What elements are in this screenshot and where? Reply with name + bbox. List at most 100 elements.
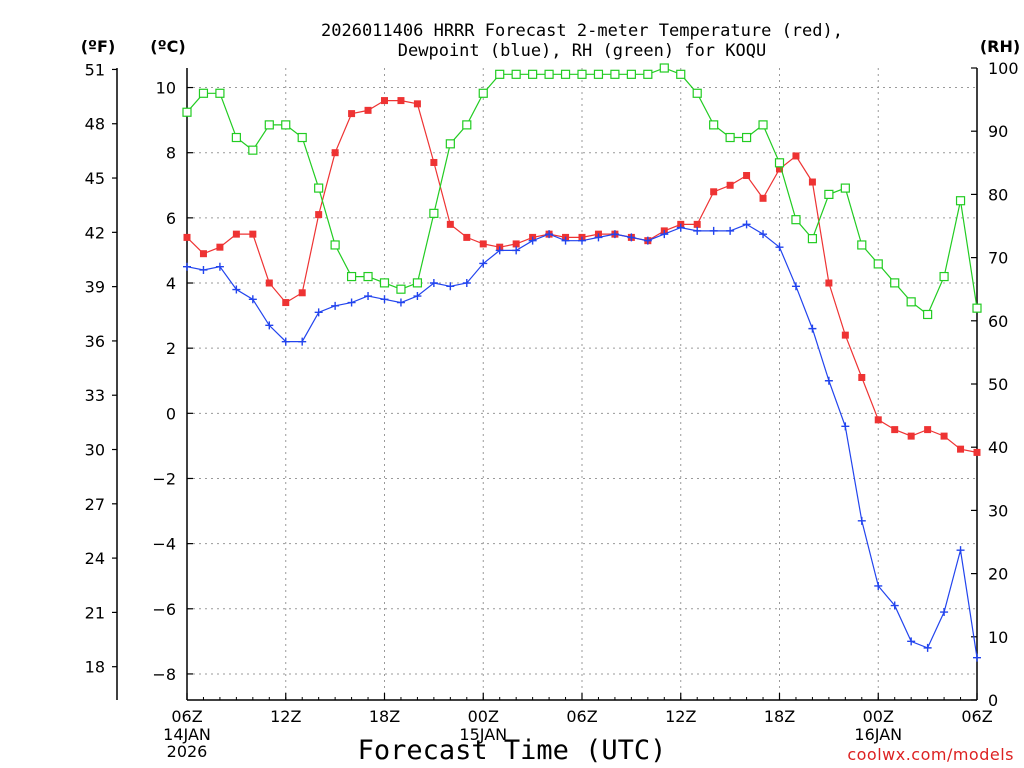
rh-tick-label: 10 (988, 628, 1008, 647)
dewpoint-point (495, 246, 504, 255)
temperature-point (874, 416, 882, 424)
celsius-tick-label: −6 (152, 600, 176, 619)
temperature-point (940, 432, 948, 440)
temperature-point (726, 181, 734, 189)
temperature-point (232, 230, 240, 238)
fahrenheit-tick-label: 39 (85, 278, 105, 297)
data-series (182, 63, 982, 662)
dewpoint-point (841, 422, 850, 431)
temperature-point (841, 331, 849, 339)
temperature-point (282, 299, 290, 307)
rh-point (379, 278, 390, 288)
temperature-point (743, 172, 751, 180)
x-date-label: 15JAN (459, 725, 507, 744)
temperature-point (364, 106, 372, 114)
dewpoint-point (429, 279, 438, 288)
rh-point (857, 240, 867, 250)
temperature-point (808, 178, 816, 186)
dewpoint-point (676, 223, 685, 232)
rh-point (215, 88, 225, 98)
fahrenheit-tick-label: 21 (85, 603, 105, 622)
rh-point (396, 284, 406, 294)
rh-point (923, 309, 933, 320)
temperature-point (183, 233, 191, 241)
rh-point (314, 183, 324, 193)
dewpoint-point (265, 321, 274, 330)
dewpoint-point (199, 265, 208, 274)
rh-point (445, 139, 455, 149)
celsius-tick-label: 10 (156, 79, 176, 98)
rh-point (906, 297, 916, 307)
dewpoint-point (512, 246, 521, 255)
celsius-tick-label: 6 (166, 209, 176, 228)
dewpoint-point (808, 324, 817, 333)
dewpoint-point (578, 236, 586, 245)
fahrenheit-tick-label: 24 (85, 549, 105, 568)
temperature-point (463, 233, 471, 241)
x-tick-label: 12Z (665, 707, 696, 726)
fahrenheit-tick-label: 48 (85, 115, 105, 134)
x-axis-title: Forecast Time (UTC) (358, 735, 667, 766)
x-date-label: 14JAN (163, 725, 211, 744)
celsius-tick-label: −8 (152, 665, 176, 684)
dewpoint-point (824, 376, 833, 385)
celsius-tick-label: 4 (166, 274, 176, 293)
rh-point (873, 259, 883, 269)
temperature-point (479, 240, 487, 248)
temperature-point (348, 110, 356, 118)
rh-point (363, 271, 373, 282)
rh-point (248, 145, 258, 155)
rh-tick-label: 70 (988, 249, 1008, 268)
temperature-point (446, 220, 454, 228)
rh-point (955, 196, 966, 206)
temperature-point (315, 211, 323, 219)
rh-tick-label: 100 (988, 59, 1019, 78)
dewpoint-point (874, 581, 883, 590)
rh-point (511, 69, 521, 79)
temperature-point (413, 100, 421, 108)
temperature-point (298, 289, 306, 297)
axes (116, 68, 978, 701)
dewpoint-point (528, 236, 537, 245)
x-date-label: 16JAN (854, 725, 902, 744)
rh-point (610, 69, 620, 79)
rh-point (709, 120, 719, 130)
celsius-tick-label: 8 (166, 144, 176, 163)
fahrenheit-tick-label: 30 (85, 441, 105, 460)
temperature-point (907, 432, 915, 440)
temperature-point (199, 250, 207, 258)
temperature-point (792, 152, 800, 160)
x-tick-label: 00Z (863, 707, 894, 726)
rh-point (643, 69, 653, 79)
rh-point (346, 271, 357, 282)
fahrenheit-unit-label: (ºF) (81, 37, 116, 56)
temperature-point (216, 243, 224, 251)
fahrenheit-tick-label: 51 (85, 60, 105, 79)
x-tick-label: 06Z (171, 707, 202, 726)
dewpoint-point (314, 308, 323, 317)
rh-point (560, 69, 571, 79)
rh-tick-label: 80 (988, 185, 1008, 204)
fahrenheit-tick-label: 27 (85, 495, 105, 514)
x-tick-label: 18Z (369, 707, 400, 726)
rh-point (593, 69, 604, 79)
rh-tick-label: 60 (988, 312, 1008, 331)
gridlines (187, 68, 977, 700)
rh-point (807, 234, 818, 244)
dewpoint-point (281, 337, 290, 346)
rh-point (264, 120, 274, 130)
dewpoint-point (347, 298, 356, 307)
temperature-point (858, 373, 866, 381)
rh-point (774, 158, 785, 168)
rh-tick-label: 90 (988, 122, 1008, 141)
dewpoint-point (890, 601, 899, 610)
x-tick-label: 06Z (961, 707, 992, 726)
dewpoint-point (973, 653, 981, 662)
fahrenheit-tick-label: 33 (85, 386, 105, 405)
fahrenheit-tick-label: 18 (85, 658, 105, 677)
dewpoint-point (791, 282, 800, 291)
rh-point (231, 132, 241, 143)
rh-point (725, 132, 735, 143)
temperature-point (957, 445, 965, 453)
